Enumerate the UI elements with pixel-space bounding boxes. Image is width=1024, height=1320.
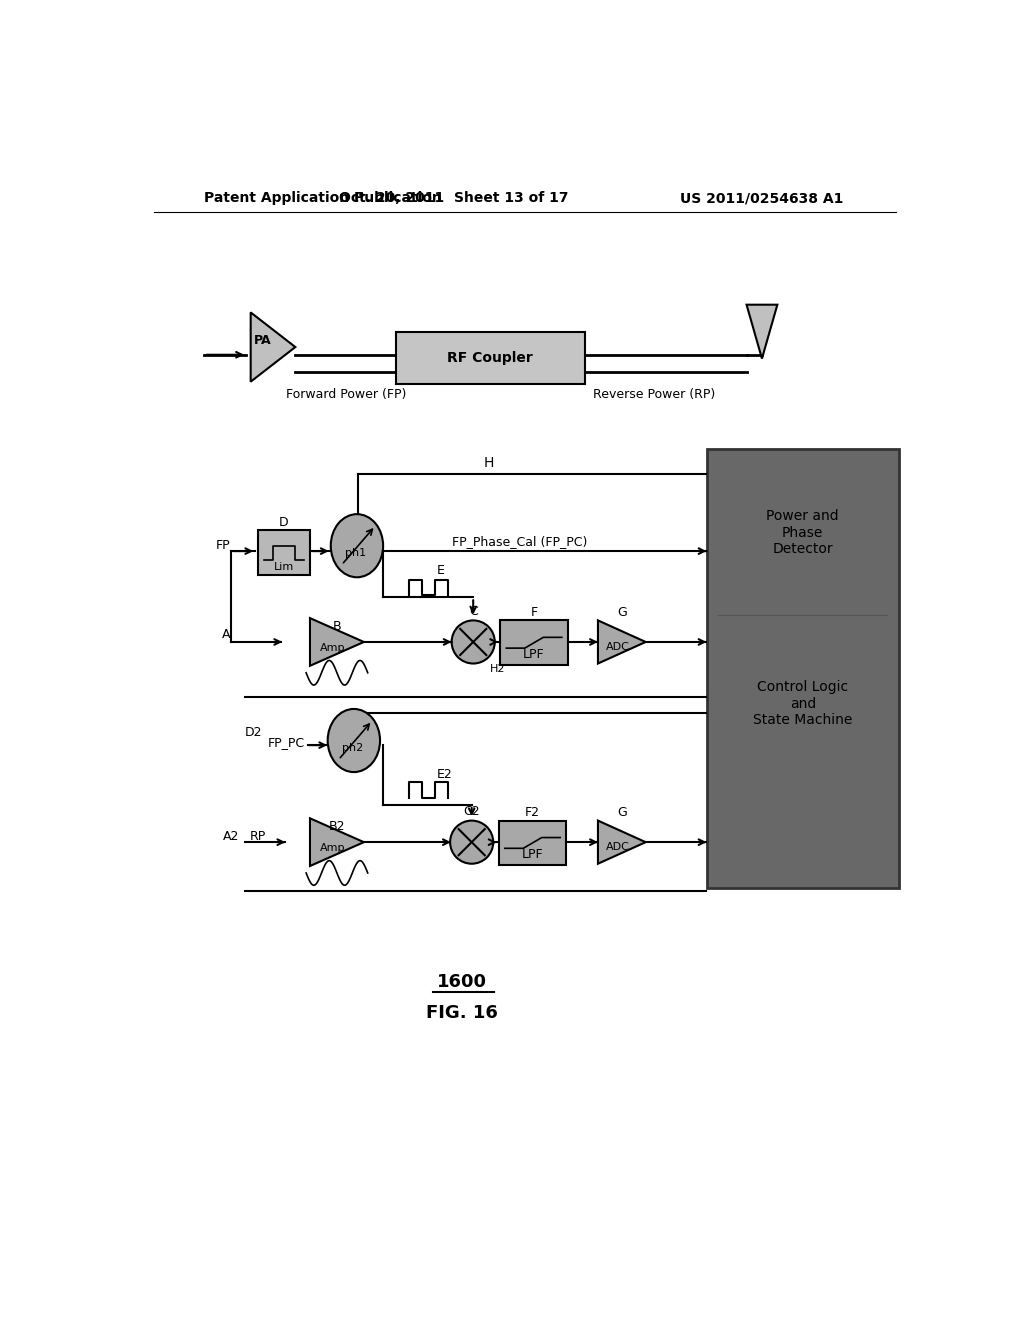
Text: Lim: Lim [273, 562, 294, 573]
Text: FP: FP [215, 539, 229, 552]
Polygon shape [746, 305, 777, 359]
Bar [500, 620, 568, 665]
Bar [396, 331, 585, 384]
Text: FP_PC: FP_PC [267, 735, 305, 748]
Bar [707, 449, 899, 888]
Text: ADC: ADC [606, 642, 630, 652]
Text: RF Coupler: RF Coupler [447, 351, 534, 364]
Polygon shape [598, 620, 646, 664]
Polygon shape [310, 618, 364, 665]
Polygon shape [251, 313, 295, 381]
Text: PA: PA [254, 334, 271, 347]
Text: E2: E2 [437, 768, 453, 781]
Text: ADC: ADC [606, 842, 630, 851]
Text: A: A [221, 628, 230, 640]
Circle shape [451, 821, 494, 863]
Text: D2: D2 [245, 726, 262, 739]
Text: F: F [530, 606, 538, 619]
Text: H2: H2 [490, 664, 506, 675]
Text: D: D [279, 516, 289, 529]
Circle shape [452, 620, 495, 664]
Text: H: H [483, 455, 494, 470]
Ellipse shape [328, 709, 380, 772]
Text: RP: RP [250, 829, 266, 842]
Text: C: C [469, 605, 477, 618]
Text: US 2011/0254638 A1: US 2011/0254638 A1 [680, 191, 844, 206]
Text: Patent Application Publication: Patent Application Publication [204, 191, 441, 206]
Text: LPF: LPF [521, 847, 544, 861]
Text: E: E [437, 564, 444, 577]
Text: A2: A2 [223, 829, 240, 842]
Text: FP_Phase_Cal (FP_PC): FP_Phase_Cal (FP_PC) [452, 536, 587, 548]
Text: FIG. 16: FIG. 16 [426, 1005, 498, 1022]
Ellipse shape [331, 513, 383, 577]
Text: ph1: ph1 [345, 548, 366, 558]
Text: Control Logic
and
State Machine: Control Logic and State Machine [753, 680, 852, 727]
Text: ph2: ph2 [342, 743, 362, 754]
Text: B: B [333, 620, 341, 634]
Bar [258, 531, 310, 576]
Text: Amp: Amp [321, 643, 346, 653]
Text: C2: C2 [463, 805, 480, 818]
Text: Oct. 20, 2011  Sheet 13 of 17: Oct. 20, 2011 Sheet 13 of 17 [339, 191, 568, 206]
Text: 1600: 1600 [436, 973, 486, 991]
Text: LPF: LPF [523, 648, 545, 661]
Text: B2: B2 [329, 820, 345, 833]
Text: Reverse Power (RP): Reverse Power (RP) [593, 388, 716, 401]
Text: G: G [616, 807, 627, 820]
Text: Amp: Amp [321, 843, 346, 853]
Text: F2: F2 [525, 807, 540, 820]
Text: Forward Power (FP): Forward Power (FP) [286, 388, 407, 401]
Text: Power and
Phase
Detector: Power and Phase Detector [766, 510, 839, 556]
Text: G: G [616, 606, 627, 619]
Polygon shape [310, 818, 364, 866]
Bar [499, 821, 566, 866]
Polygon shape [598, 821, 646, 863]
